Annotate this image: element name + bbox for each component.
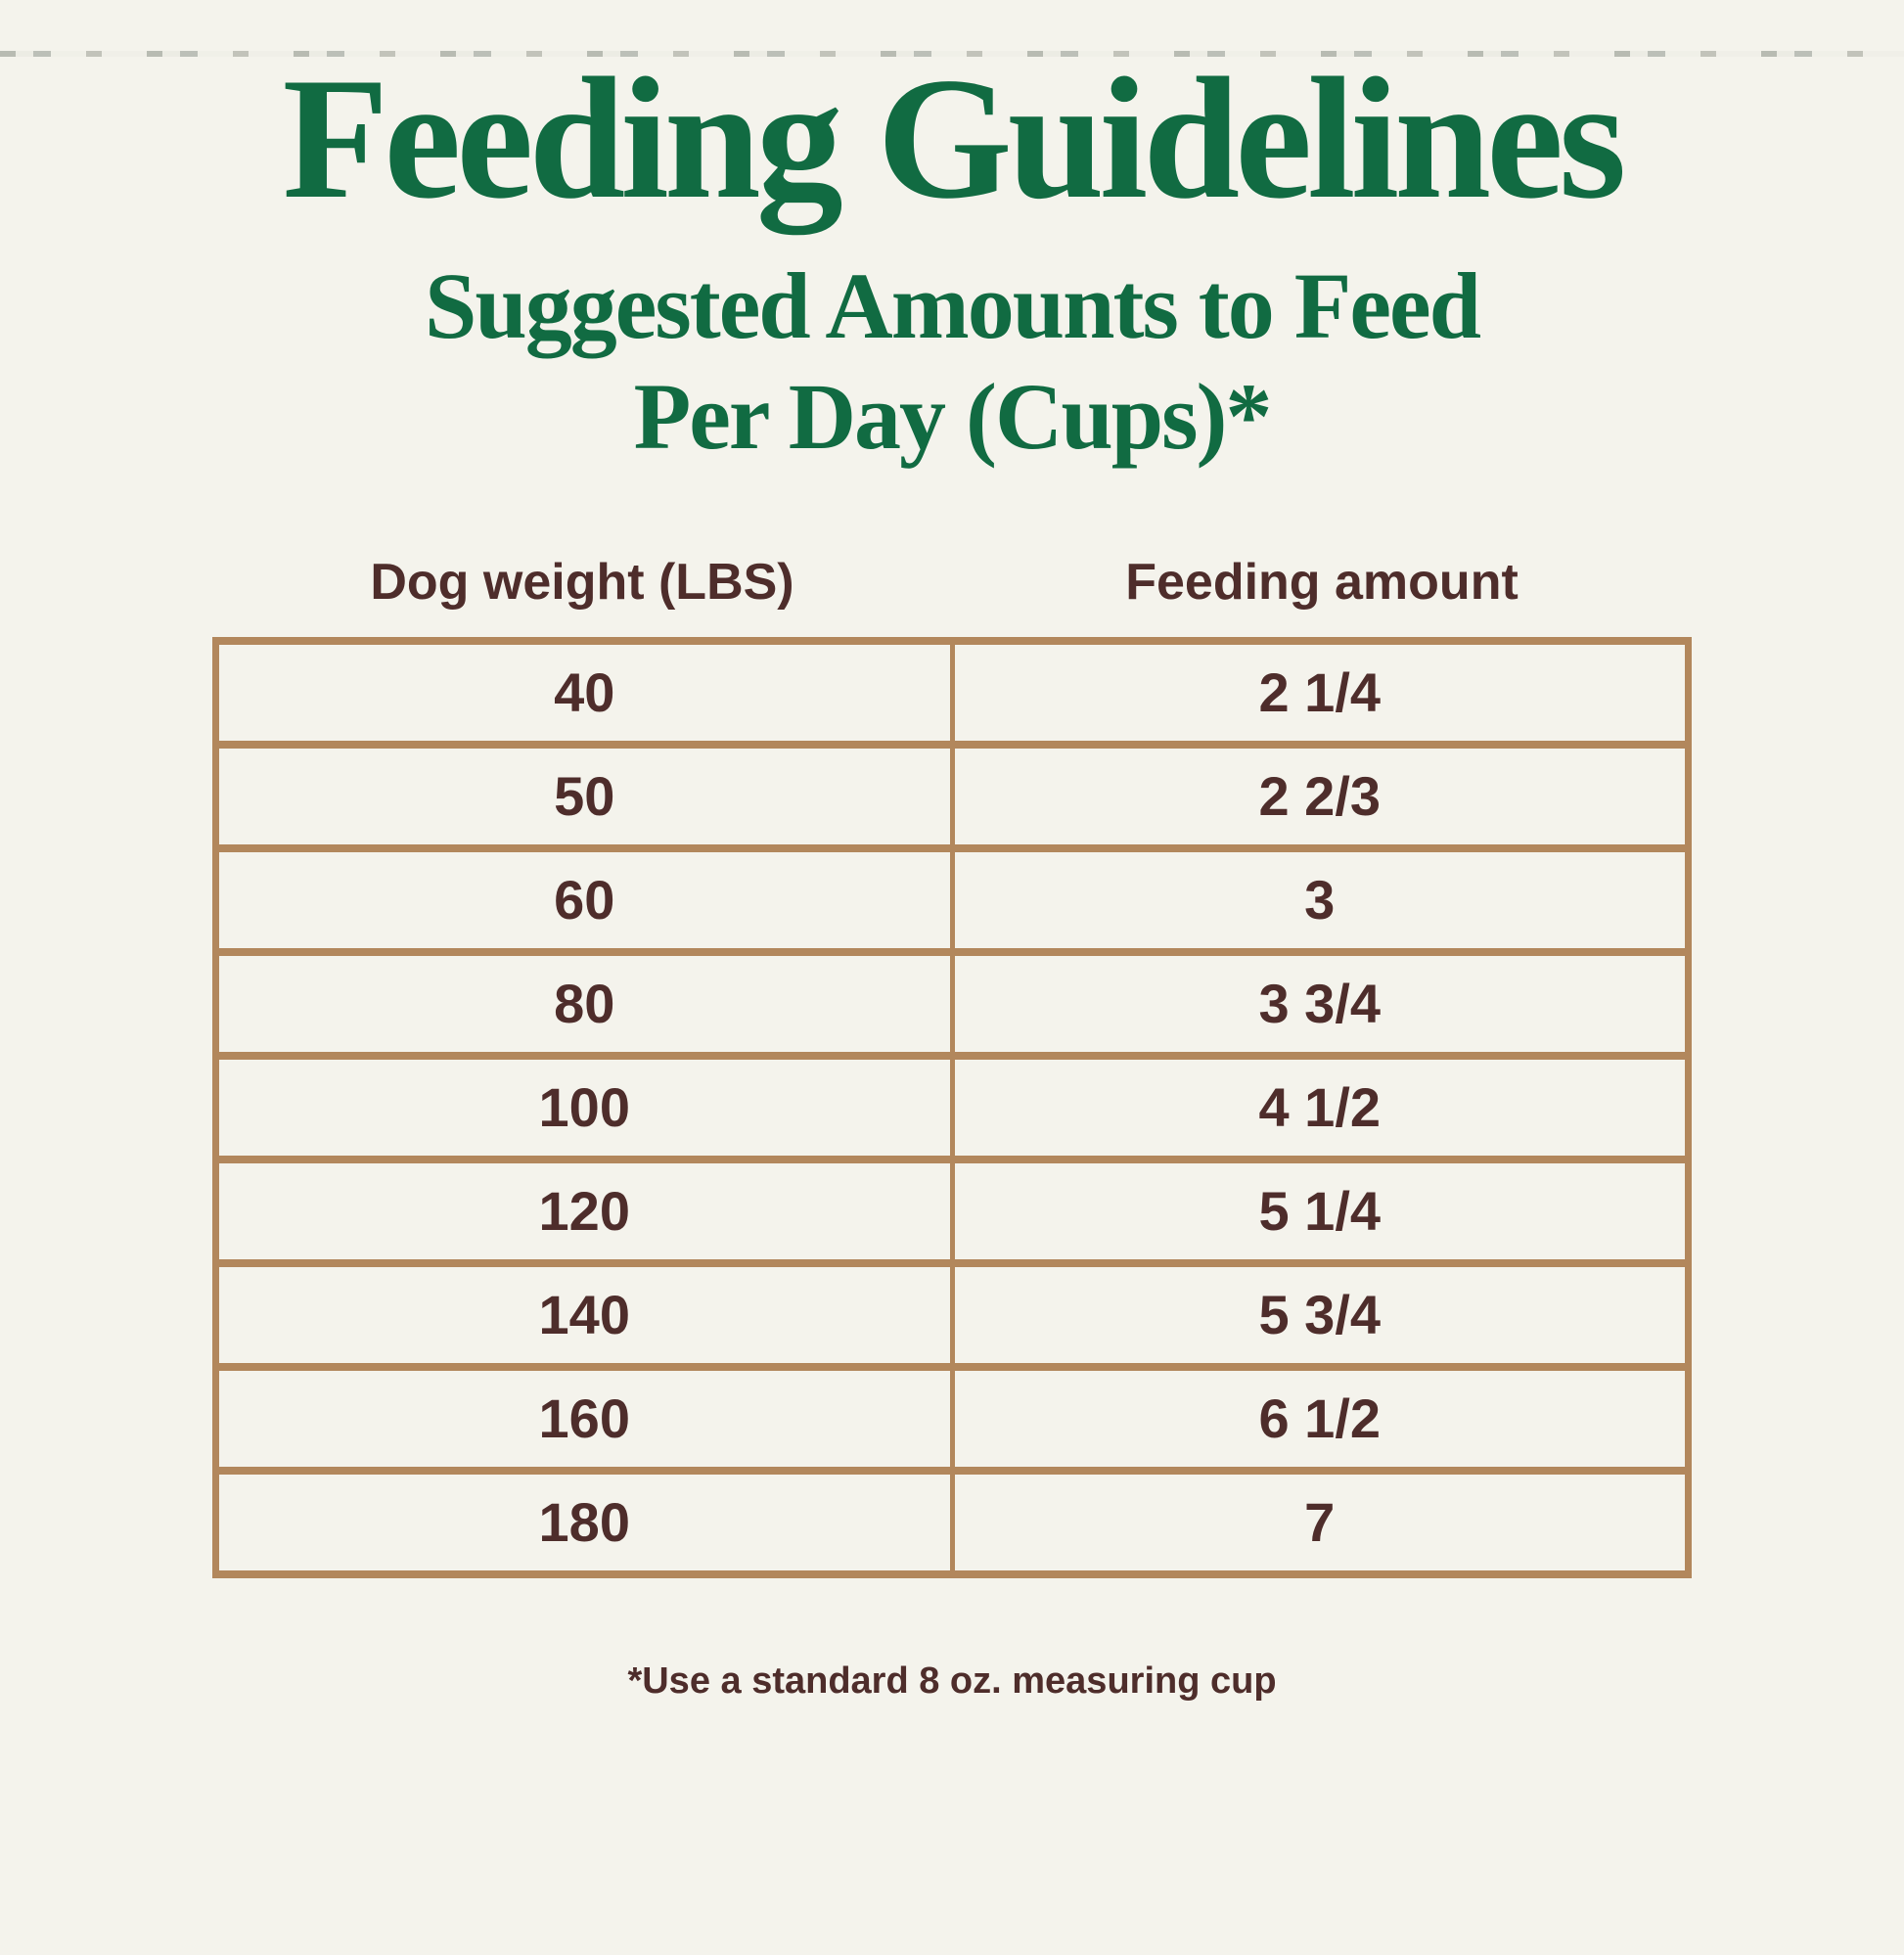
table-row: 100 4 1/2 (213, 1051, 1691, 1163)
table-row: 40 2 1/4 (213, 636, 1691, 749)
footnote: *Use a standard 8 oz. measuring cup (627, 1659, 1277, 1702)
dog-weight-cell: 120 (213, 1155, 955, 1267)
dog-weight-cell: 80 (213, 947, 955, 1060)
feeding-amount-cell: 3 3/4 (949, 947, 1691, 1060)
dog-weight-cell: 60 (213, 843, 955, 956)
page-subtitle: Suggested Amounts to Feed Per Day (Cups)… (0, 250, 1904, 473)
column-header-dog-weight: Dog weight (LBS) (370, 553, 794, 611)
table-row: 160 6 1/2 (213, 1362, 1691, 1475)
feeding-amount-cell: 2 2/3 (949, 740, 1691, 852)
cropped-artifact-strip (0, 51, 1904, 57)
subtitle-line-1: Suggested Amounts to Feed (424, 253, 1481, 358)
table-row: 140 5 3/4 (213, 1258, 1691, 1371)
column-header-feeding-amount: Feeding amount (1125, 553, 1519, 611)
table-row: 120 5 1/4 (213, 1155, 1691, 1267)
dog-weight-cell: 160 (213, 1362, 955, 1475)
subtitle-line-2: Per Day (Cups)* (633, 364, 1273, 470)
dog-weight-cell: 140 (213, 1258, 955, 1371)
feeding-table: 40 2 1/4 50 2 2/3 60 3 80 3 3/4 100 4 1/2 120 5 1/4… (212, 636, 1692, 1578)
table-row: 60 3 (213, 843, 1691, 956)
feeding-amount-cell: 3 (949, 843, 1691, 956)
column-headers: Dog weight (LBS) Feeding amount (212, 553, 1692, 612)
page-title: Feeding Guidelines (282, 41, 1627, 235)
table-row: 80 3 3/4 (213, 947, 1691, 1060)
feeding-amount-cell: 5 1/4 (949, 1155, 1691, 1267)
dog-weight-cell: 180 (213, 1466, 955, 1578)
feeding-guidelines-graphic: Feeding Guidelines Suggested Amounts to … (0, 51, 1904, 1955)
table-row: 50 2 2/3 (213, 740, 1691, 852)
feeding-table-body: 40 2 1/4 50 2 2/3 60 3 80 3 3/4 100 4 1/2 120 5 1/4… (213, 636, 1691, 1578)
feeding-amount-cell: 6 1/2 (949, 1362, 1691, 1475)
feeding-amount-cell: 4 1/2 (949, 1051, 1691, 1163)
table-row: 180 7 (213, 1466, 1691, 1578)
dog-weight-cell: 100 (213, 1051, 955, 1163)
dog-weight-cell: 40 (213, 636, 955, 749)
feeding-amount-cell: 2 1/4 (949, 636, 1691, 749)
dog-weight-cell: 50 (213, 740, 955, 852)
feeding-amount-cell: 5 3/4 (949, 1258, 1691, 1371)
feeding-amount-cell: 7 (949, 1466, 1691, 1578)
